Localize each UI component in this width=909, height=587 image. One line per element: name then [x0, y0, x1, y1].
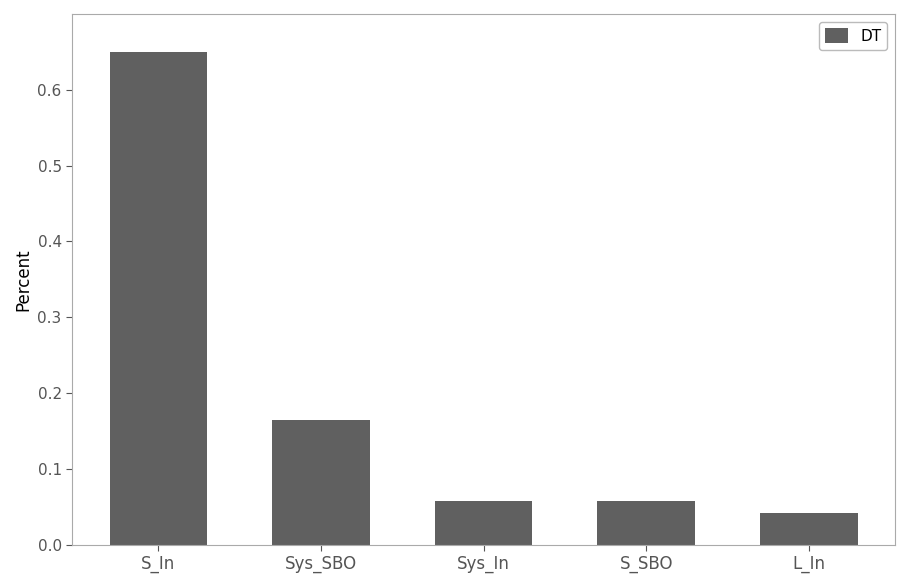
Bar: [109, 52, 207, 545]
Bar: [597, 501, 695, 545]
Bar: [435, 501, 533, 545]
Y-axis label: Percent: Percent: [14, 248, 32, 311]
Legend: DT: DT: [819, 22, 887, 50]
Bar: [272, 420, 370, 545]
Bar: [760, 513, 858, 545]
